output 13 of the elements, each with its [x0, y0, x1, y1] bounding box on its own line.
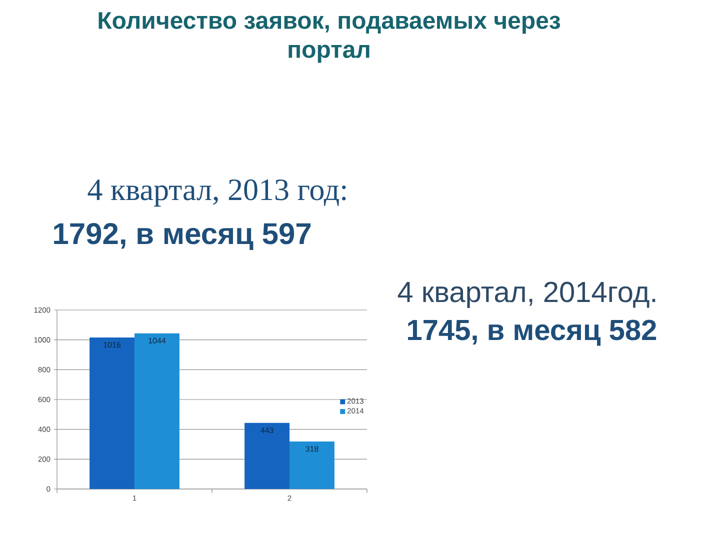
bar: [244, 422, 290, 489]
text: 4 квартал, 2013 год:: [88, 179, 346, 207]
data-label: 1044: [148, 338, 166, 344]
text: 1792, в месяц 597: [54, 223, 311, 250]
bar: [90, 337, 135, 489]
data-label: 1016: [104, 342, 121, 348]
chart-title: Количество заявок, подаваемых через портал: [98, 12, 560, 63]
bar: [134, 333, 180, 489]
text: 1745, в месяц 582: [408, 320, 656, 346]
bar: [290, 442, 334, 489]
data-label: 318: [306, 446, 318, 452]
data-label: 443: [260, 427, 274, 434]
text: 4 квартал, 2014год.: [398, 282, 656, 308]
